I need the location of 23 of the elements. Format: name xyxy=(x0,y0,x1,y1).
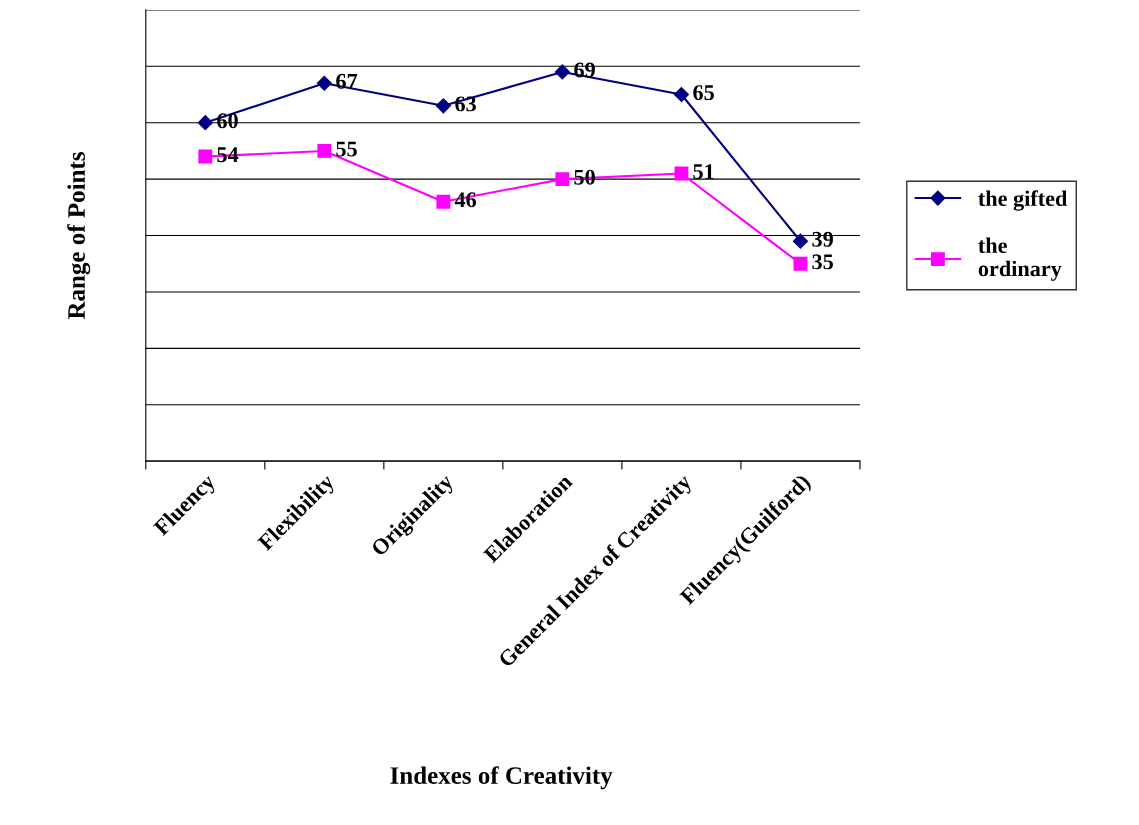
point xyxy=(554,64,570,80)
point xyxy=(555,172,570,187)
data-label: 69 xyxy=(574,62,595,78)
data-label: 51 xyxy=(693,164,714,180)
data-label: 67 xyxy=(336,73,358,89)
point xyxy=(435,98,451,114)
point xyxy=(436,194,451,209)
y-axis-title: Range of Points xyxy=(67,152,91,320)
data-label: 63 xyxy=(455,96,476,112)
point xyxy=(674,166,689,181)
point xyxy=(317,143,332,158)
data-label: 55 xyxy=(336,141,357,157)
data-label: 35 xyxy=(812,254,833,270)
point xyxy=(316,75,332,91)
point xyxy=(792,233,809,249)
point xyxy=(198,149,213,164)
legend-label: the ordinary xyxy=(978,237,1062,281)
point xyxy=(793,256,808,271)
point xyxy=(197,115,213,131)
data-label: 65 xyxy=(693,85,714,101)
x-axis-title: Indexes of Creativity xyxy=(390,766,613,790)
legend-label: the gifted xyxy=(978,190,1068,211)
point xyxy=(673,86,689,103)
